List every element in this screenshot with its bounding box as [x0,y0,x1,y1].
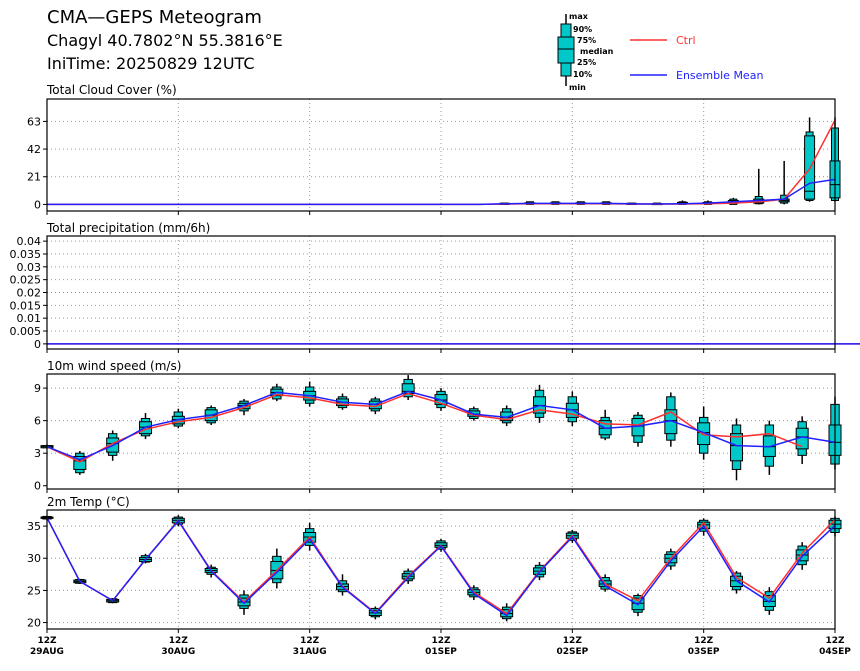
panel-2: 10m wind speed (m/s) 0 3 6 9 [34,359,841,493]
x-tick-hour-label: 12Z [825,636,845,646]
mean-series-line [47,341,860,344]
panel-title: Total Cloud Cover (%) [46,83,177,97]
box-glyph [731,418,743,480]
time-axis: 12Z29AUG12Z30AUG12Z31AUG12Z01SEP12Z02SEP… [30,636,851,657]
x-tick-date-label: 30AUG [161,647,195,657]
y-tick-label: 0.015 [10,299,42,312]
box-inner [632,418,644,435]
x-tick-hour-label: 12Z [431,636,451,646]
panel-1: Total precipitation (mm/6h)00.0050.010.0… [10,221,860,353]
legend-label-min: min [569,83,586,92]
box-glyph [763,421,775,475]
y-tick-label: 9 [34,382,41,395]
panel-0: Total Cloud Cover (%) 0 21 42 63 [27,83,840,215]
x-tick-date-label: 03SEP [688,647,720,657]
y-tick-label: 0.04 [17,235,42,248]
legend-label-max: max [569,12,589,21]
x-tick-date-label: 01SEP [425,647,457,657]
y-tick-label: 20 [27,617,41,630]
box-glyph [304,382,316,407]
chart-title: CMA—GEPS Meteogram [47,7,262,28]
legend-label-p10: 10% [573,70,592,79]
box-glyph [665,392,677,446]
box-glyph [632,412,644,447]
header: CMA—GEPS Meteogram Chagyl 40.7802°N 55.3… [47,7,283,73]
y-tick-label: 3 [34,447,41,460]
box-glyph [754,169,764,205]
y-tick-label: 0.005 [10,325,42,338]
x-tick-date-label: 04SEP [819,647,851,657]
y-tick-label: 42 [27,143,41,156]
box-glyph [805,117,815,201]
legend-label-p25: 25% [577,58,596,67]
legend-ctrl-label: Ctrl [676,34,696,47]
panel-frame [47,510,835,629]
x-tick-hour-label: 12Z [563,636,583,646]
panel-3: 2m Temp (°C) 20 25 30 35 [27,495,841,633]
y-tick-label: 0 [34,338,41,351]
y-tick-label: 21 [27,171,41,184]
box-glyph [534,385,546,423]
panel-title: 10m wind speed (m/s) [47,359,181,373]
legend-mean-label: Ensemble Mean [676,69,763,82]
x-tick-date-label: 29AUG [30,647,64,657]
x-tick-hour-label: 12Z [37,636,57,646]
panel-title: 2m Temp (°C) [47,495,130,509]
x-tick-date-label: 02SEP [556,647,588,657]
legend-label-p90: 90% [573,25,592,34]
y-tick-label: 25 [27,584,41,597]
legend-box-inner [558,37,574,63]
legend-label-median: median [580,47,614,56]
ctrl-series-line [47,518,835,614]
x-tick-hour-label: 12Z [169,636,189,646]
x-tick-hour-label: 12Z [300,636,320,646]
y-tick-label: 0.035 [10,248,42,261]
x-tick-date-label: 31AUG [293,647,327,657]
y-tick-label: 0 [34,198,41,211]
legend: max 90% 75% median 25% 10% min Ctrl Ense… [558,12,763,92]
x-tick-hour-label: 12Z [694,636,714,646]
y-tick-label: 6 [34,415,41,428]
box-glyph [337,574,349,595]
y-tick-label: 35 [27,520,41,533]
y-tick-label: 0.025 [10,274,42,287]
box-glyph [796,416,808,464]
legend-label-p75: 75% [577,36,596,45]
box-glyph [402,375,414,400]
y-tick-label: 0.01 [17,312,42,325]
legend-box-glyph [558,14,574,86]
init-time-label: IniTime: 20250829 12UTC [47,54,255,73]
location-label: Chagyl 40.7802°N 55.3816°E [47,31,283,50]
y-tick-label: 0.03 [17,261,42,274]
panel-title: Total precipitation (mm/6h) [46,221,210,235]
box-inner [731,434,743,461]
y-tick-label: 63 [27,115,41,128]
box-glyph [779,161,789,204]
y-tick-label: 30 [27,552,41,565]
y-tick-label: 0.02 [17,287,42,300]
box-glyph [74,451,86,475]
y-tick-label: 0 [34,480,41,493]
